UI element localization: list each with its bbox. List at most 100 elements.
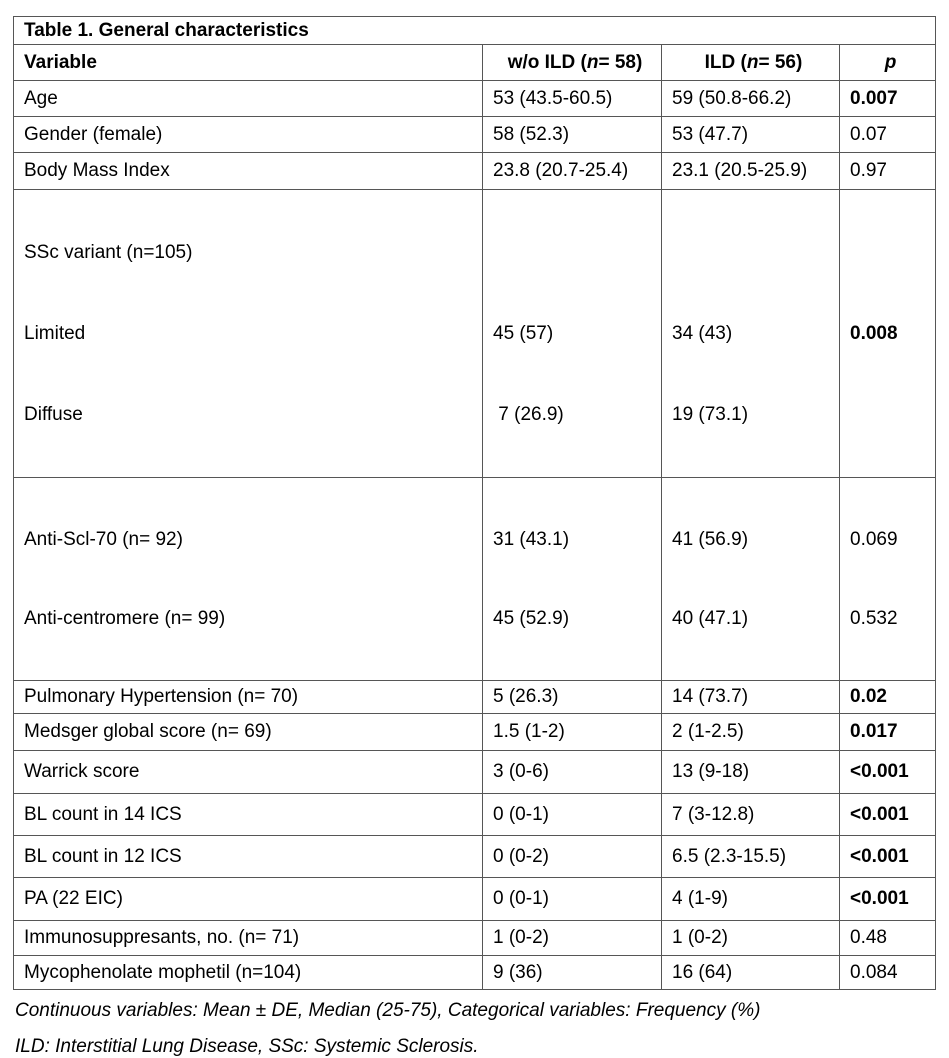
table-row: Pulmonary Hypertension (n= 70) 5 (26.3) … xyxy=(13,680,937,714)
cell-p-value: <0.001 xyxy=(838,793,937,836)
characteristics-table: Table 1. General characteristics Variabl… xyxy=(12,16,937,990)
header-text-part: = 56) xyxy=(758,51,803,73)
cell-ild: 7 (3-12.8) xyxy=(661,793,840,836)
cell-wo-ild: 1.5 (1-2) xyxy=(482,713,662,751)
cell-wo-ild: 3 (0-6) xyxy=(482,750,662,794)
table-row: Mycophenolate mophetil (n=104) 9 (36) 16… xyxy=(13,955,937,990)
cell-line: 0.008 xyxy=(850,322,898,344)
cell-wo-ild: 58 (52.3) xyxy=(482,116,662,153)
cell-line: Limited xyxy=(24,322,86,344)
footnote-abbrev-stats: Continuous variables: Mean ± DE, Median … xyxy=(15,1000,761,1021)
cell-line xyxy=(850,234,931,271)
cell-line: Diffuse xyxy=(24,403,83,425)
cell-p-value: 0.008 xyxy=(838,189,937,478)
cell-line: 34 (43) xyxy=(672,322,733,344)
cell-variable: Body Mass Index xyxy=(13,152,483,190)
table-title: Table 1. General characteristics xyxy=(12,16,937,45)
header-text-part: ILD ( xyxy=(704,51,747,73)
cell-p-value: <0.001 xyxy=(838,877,937,921)
header-p-symbol: p xyxy=(884,51,897,73)
cell-ild: 59 (50.8-66.2) xyxy=(661,80,840,117)
header-n-symbol: n xyxy=(586,51,599,73)
table-header-row: Variable w/o ILD (n= 58) ILD (n= 56) p xyxy=(13,44,937,81)
cell-wo-ild: 45 (57) 7 (26.9) xyxy=(482,189,662,478)
cell-line xyxy=(493,234,657,271)
cell-p-value: 0.007 xyxy=(838,80,937,117)
cell-variable: Immunosuppresants, no. (n= 71) xyxy=(13,920,483,956)
cell-ild: 53 (47.7) xyxy=(661,116,840,153)
cell-wo-ild: 9 (36) xyxy=(482,955,662,990)
cell-p-value: 0.069 0.532 xyxy=(838,477,937,681)
cell-variable: Mycophenolate mophetil (n=104) xyxy=(13,955,483,990)
cell-p-value: 0.48 xyxy=(838,920,937,956)
table-title-row: Table 1. General characteristics xyxy=(12,16,937,45)
footnotes: Continuous variables: Mean ± DE, Median … xyxy=(15,1000,936,1058)
cell-variable: SSc variant (n=105) Limited Diffuse xyxy=(13,189,483,478)
cell-p-value: 0.02 xyxy=(838,680,937,714)
table-row: Medsger global score (n= 69) 1.5 (1-2) 2… xyxy=(13,713,937,751)
cell-wo-ild: 53 (43.5-60.5) xyxy=(482,80,662,117)
table-row: PA (22 EIC) 0 (0-1) 4 (1-9) <0.001 xyxy=(13,877,937,921)
cell-p-value: 0.017 xyxy=(838,713,937,751)
header-text-part: w/o ILD ( xyxy=(507,51,587,73)
cell-line: 41 (56.9) xyxy=(672,528,749,550)
cell-variable: Age xyxy=(13,80,483,117)
cell-variable: Gender (female) xyxy=(13,116,483,153)
cell-line xyxy=(850,396,931,433)
header-text-part: = 58) xyxy=(598,51,643,73)
cell-wo-ild: 0 (0-2) xyxy=(482,835,662,878)
cell-wo-ild: 1 (0-2) xyxy=(482,920,662,956)
cell-p-value: <0.001 xyxy=(838,835,937,878)
cell-ild: 16 (64) xyxy=(661,955,840,990)
cell-p-value: 0.084 xyxy=(838,955,937,990)
cell-variable: Pulmonary Hypertension (n= 70) xyxy=(13,680,483,714)
cell-wo-ild: 0 (0-1) xyxy=(482,877,662,921)
cell-line xyxy=(672,234,835,271)
cell-wo-ild: 31 (43.1) 45 (52.9) xyxy=(482,477,662,681)
cell-line: Anti-Scl-70 (n= 92) xyxy=(24,528,183,550)
cell-ild: 41 (56.9) 40 (47.1) xyxy=(661,477,840,681)
table-row: Warrick score 3 (0-6) 13 (9-18) <0.001 xyxy=(13,750,937,794)
cell-variable: BL count in 12 ICS xyxy=(13,835,483,878)
cell-variable: BL count in 14 ICS xyxy=(13,793,483,836)
cell-wo-ild: 0 (0-1) xyxy=(482,793,662,836)
cell-line: 40 (47.1) xyxy=(672,607,749,629)
table-row: SSc variant (n=105) Limited Diffuse 45 (… xyxy=(13,189,937,478)
cell-ild: 14 (73.7) xyxy=(661,680,840,714)
cell-ild: 23.1 (20.5-25.9) xyxy=(661,152,840,190)
cell-wo-ild: 5 (26.3) xyxy=(482,680,662,714)
table-row: BL count in 14 ICS 0 (0-1) 7 (3-12.8) <0… xyxy=(13,793,937,836)
table-row: Anti-Scl-70 (n= 92) Anti-centromere (n= … xyxy=(13,477,937,681)
cell-ild: 13 (9-18) xyxy=(661,750,840,794)
cell-ild: 1 (0-2) xyxy=(661,920,840,956)
header-ild: ILD (n= 56) xyxy=(661,44,840,81)
cell-line: 45 (57) xyxy=(493,322,554,344)
cell-line: Anti-centromere (n= 99) xyxy=(24,607,226,629)
table-row: Immunosuppresants, no. (n= 71) 1 (0-2) 1… xyxy=(13,920,937,956)
cell-wo-ild: 23.8 (20.7-25.4) xyxy=(482,152,662,190)
cell-p-value: 0.07 xyxy=(838,116,937,153)
cell-variable: Warrick score xyxy=(13,750,483,794)
page: Table 1. General characteristics Variabl… xyxy=(12,16,937,1057)
table-row: Age 53 (43.5-60.5) 59 (50.8-66.2) 0.007 xyxy=(13,80,937,117)
cell-line: 19 (73.1) xyxy=(672,403,749,425)
cell-line: 45 (52.9) xyxy=(493,607,570,629)
header-p: p xyxy=(838,44,937,81)
table-row: BL count in 12 ICS 0 (0-2) 6.5 (2.3-15.5… xyxy=(13,835,937,878)
cell-line: 7 (26.9) xyxy=(493,403,564,425)
cell-line: 31 (43.1) xyxy=(493,528,570,550)
cell-ild: 6.5 (2.3-15.5) xyxy=(661,835,840,878)
cell-ild: 4 (1-9) xyxy=(661,877,840,921)
cell-line: 0.532 xyxy=(850,607,898,629)
cell-p-value: <0.001 xyxy=(838,750,937,794)
cell-variable: Anti-Scl-70 (n= 92) Anti-centromere (n= … xyxy=(13,477,483,681)
cell-ild: 2 (1-2.5) xyxy=(661,713,840,751)
header-wo-ild: w/o ILD (n= 58) xyxy=(482,44,662,81)
table-row: Gender (female) 58 (52.3) 53 (47.7) 0.07 xyxy=(13,116,937,153)
footnote-abbrev-terms: ILD: Interstitial Lung Disease, SSc: Sys… xyxy=(15,1036,479,1057)
cell-variable: PA (22 EIC) xyxy=(13,877,483,921)
cell-line: SSc variant (n=105) xyxy=(24,241,193,263)
header-variable: Variable xyxy=(13,44,483,81)
cell-ild: 34 (43) 19 (73.1) xyxy=(661,189,840,478)
cell-line: 0.069 xyxy=(850,528,898,550)
